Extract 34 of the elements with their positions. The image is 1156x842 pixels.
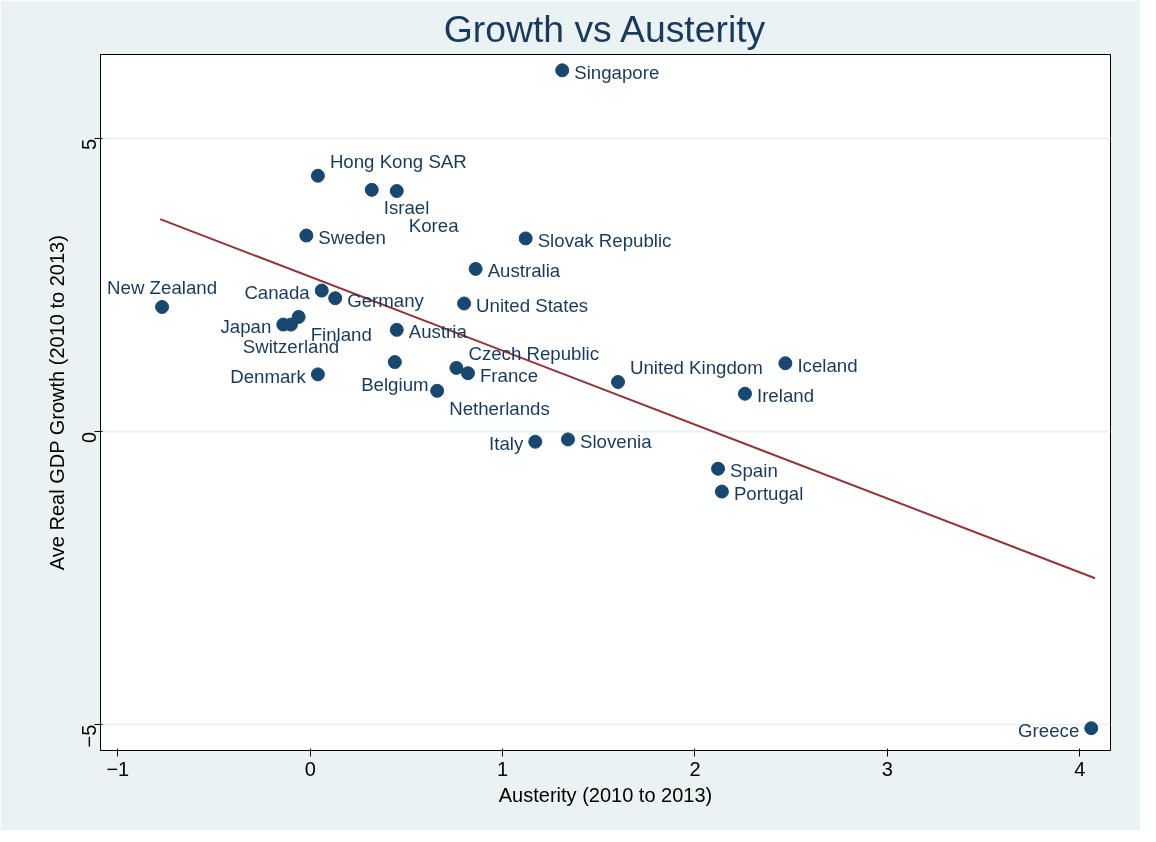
annotation: Slovenia — [579, 430, 653, 452]
annotation: Australia — [487, 260, 561, 282]
x-axis-title: Austerity (2010 to 2013) — [498, 783, 713, 806]
x-tick-label: 3 — [881, 757, 893, 780]
x-tick-label: 1 — [497, 757, 509, 780]
annotation: Greece — [1018, 719, 1080, 741]
chart-title: Growth vs Austerity — [443, 7, 766, 50]
x-tick-label: 0 — [304, 757, 316, 780]
y-axis-title: Ave Real GDP Growth (2010 to 2013) — [45, 235, 68, 571]
x-tick-label: −1 — [106, 757, 130, 780]
annotation: Iceland — [797, 354, 858, 376]
y-tick-label: 5 — [78, 138, 101, 150]
annotation: Slovak Republic — [537, 229, 672, 251]
y-tick-label: −5 — [78, 724, 101, 748]
annotation: Japan — [220, 316, 272, 338]
annotation: Canada — [244, 282, 311, 304]
annotation: Denmark — [230, 365, 307, 387]
annotation: Czech Republic — [468, 343, 600, 365]
annotation: United States — [476, 294, 589, 316]
annotation: Singapore — [574, 61, 660, 83]
annotation: United Kingdom — [630, 357, 763, 379]
annotation: Belgium — [361, 373, 429, 395]
annotation: France — [479, 364, 539, 386]
x-tick-label: 4 — [1074, 757, 1086, 780]
annotation: Hong Kong SAR — [329, 151, 467, 173]
x-tick-label: 2 — [689, 757, 701, 780]
annotation: Italy — [489, 433, 524, 455]
annotation: Netherlands — [449, 398, 550, 420]
annotation: New Zealand — [107, 276, 218, 298]
y-tick-label: 0 — [78, 431, 101, 443]
annotation: Portugal — [733, 483, 804, 505]
annotation: Spain — [730, 460, 778, 482]
annotation: Ireland — [756, 385, 815, 407]
annotation: Sweden — [318, 227, 386, 249]
